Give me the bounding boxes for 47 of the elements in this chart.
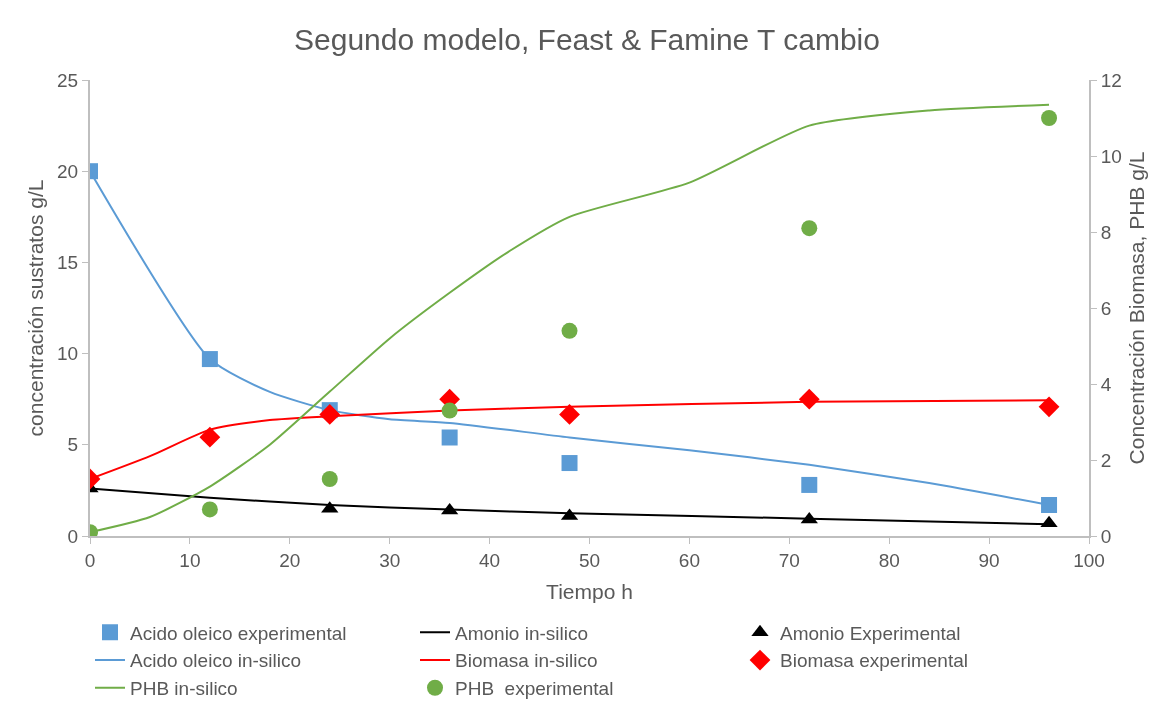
y-axis-title: concentración sustratos g/L	[23, 179, 47, 437]
y-tick-label: 15	[57, 252, 79, 274]
y2-tick-label: 4	[1100, 373, 1112, 395]
x-tick-label: 80	[878, 549, 900, 571]
y2-tick-label: 2	[1100, 449, 1112, 471]
x-tick-label: 20	[279, 549, 301, 571]
point	[321, 471, 338, 487]
y2-tick-label: 0	[1100, 525, 1112, 547]
point	[798, 388, 820, 410]
point	[199, 426, 221, 448]
point	[1041, 110, 1058, 126]
x-tick-label: 100	[1073, 549, 1105, 571]
legend-label: PHB in-silico	[130, 678, 238, 700]
legend-label: Biomasa in-silico	[455, 650, 598, 672]
y-tick-label: 0	[67, 525, 79, 547]
x-tick-label: 10	[179, 549, 201, 571]
legend-label: Amonio Experimental	[780, 622, 961, 644]
x-tick-label: 50	[578, 549, 601, 571]
x-tick-label: 30	[379, 549, 401, 571]
point	[1038, 396, 1060, 418]
x-axis-title: Tiempo h	[546, 580, 633, 604]
legend-label: Amonio in-silico	[455, 622, 589, 644]
x-tick-label: 0	[84, 549, 96, 571]
y2-tick-label: 12	[1100, 69, 1122, 91]
point	[559, 404, 580, 425]
x-tick-label: 60	[678, 549, 700, 571]
point	[561, 322, 578, 339]
y-tick-label: 25	[57, 69, 79, 91]
point	[319, 404, 341, 425]
chart-title: Segundo modelo, Feast & Famine T cambio	[294, 23, 880, 57]
point	[801, 220, 818, 237]
x-tick-label: 70	[778, 549, 800, 571]
legend-label: Biomasa experimental	[780, 650, 968, 672]
y-tick-label: 20	[57, 160, 79, 182]
y-tick-label: 10	[57, 343, 79, 365]
y-tick-label: 5	[67, 434, 79, 456]
point	[201, 501, 218, 518]
y2-tick-label: 10	[1100, 145, 1122, 167]
legend-label: Acido oleico in-silico	[130, 650, 302, 672]
legend-label: Acido oleico experimental	[130, 622, 347, 644]
x-tick-label: 90	[978, 549, 1000, 571]
y2-tick-label: 8	[1100, 221, 1112, 243]
point	[441, 402, 458, 419]
x-tick-label: 40	[479, 549, 501, 571]
y2-tick-label: 6	[1100, 297, 1112, 319]
y2-axis-title: Concentración Biomasa, PHB g/L	[1124, 151, 1148, 465]
legend-label: PHB experimental	[455, 678, 614, 700]
